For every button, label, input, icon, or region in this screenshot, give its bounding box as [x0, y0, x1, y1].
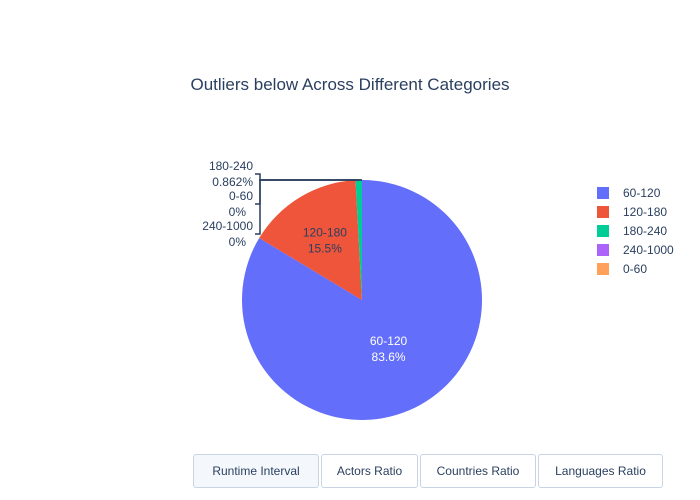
outside-percent-0-60: 0% — [229, 205, 247, 219]
pie-slice-120-180[interactable] — [259, 180, 362, 300]
legend-swatch-240-1000 — [597, 244, 609, 256]
runtime-interval-button[interactable]: Runtime Interval — [193, 454, 319, 488]
legend-item-180-240[interactable]: 180-240 — [597, 224, 667, 238]
pie-slices — [242, 180, 483, 421]
legend-label-240-1000: 240-1000 — [623, 243, 674, 257]
legend-swatch-0-60 — [597, 263, 609, 275]
label-connector-240-1000 — [255, 179, 362, 235]
chart-title: Outliers below Across Different Categori… — [190, 75, 509, 94]
label-connector-180-240 — [255, 173, 359, 181]
update-menu: Runtime Interval Actors Ratio Countries … — [193, 454, 663, 488]
legend-label-0-60: 0-60 — [623, 262, 647, 276]
outside-label-180-240: 180-240 — [209, 159, 253, 173]
slice-percent-120-180: 15.5% — [308, 241, 342, 255]
actors-ratio-button[interactable]: Actors Ratio — [321, 454, 418, 488]
legend-label-180-240: 180-240 — [623, 224, 667, 238]
countries-ratio-button[interactable]: Countries Ratio — [420, 454, 536, 488]
outside-percent-240-1000: 0% — [229, 235, 247, 249]
languages-ratio-button[interactable]: Languages Ratio — [538, 454, 663, 488]
legend-label-60-120: 60-120 — [623, 186, 661, 200]
legend-label-120-180: 120-180 — [623, 205, 667, 219]
pie-inside-labels: 60-120 83.6% 120-180 15.5% — [303, 225, 408, 364]
legend-item-60-120[interactable]: 60-120 — [597, 186, 661, 200]
legend[interactable]: 60-120 120-180 180-240 240-1000 0-60 — [597, 186, 674, 276]
legend-swatch-180-240 — [597, 225, 609, 237]
legend-item-0-60[interactable]: 0-60 — [597, 262, 647, 276]
slice-label-60-120: 60-120 — [370, 334, 408, 348]
slice-percent-60-120: 83.6% — [372, 350, 406, 364]
pie-slice-180-240[interactable] — [355, 180, 362, 300]
legend-item-240-1000[interactable]: 240-1000 — [597, 243, 674, 257]
legend-swatch-120-180 — [597, 206, 609, 218]
outside-percent-180-240: 0.862% — [212, 175, 253, 189]
slice-label-120-180: 120-180 — [303, 225, 347, 239]
outside-label-0-60: 0-60 — [229, 189, 253, 203]
outside-label-240-1000: 240-1000 — [202, 219, 253, 233]
legend-swatch-60-120 — [597, 187, 609, 199]
legend-item-120-180[interactable]: 120-180 — [597, 205, 667, 219]
